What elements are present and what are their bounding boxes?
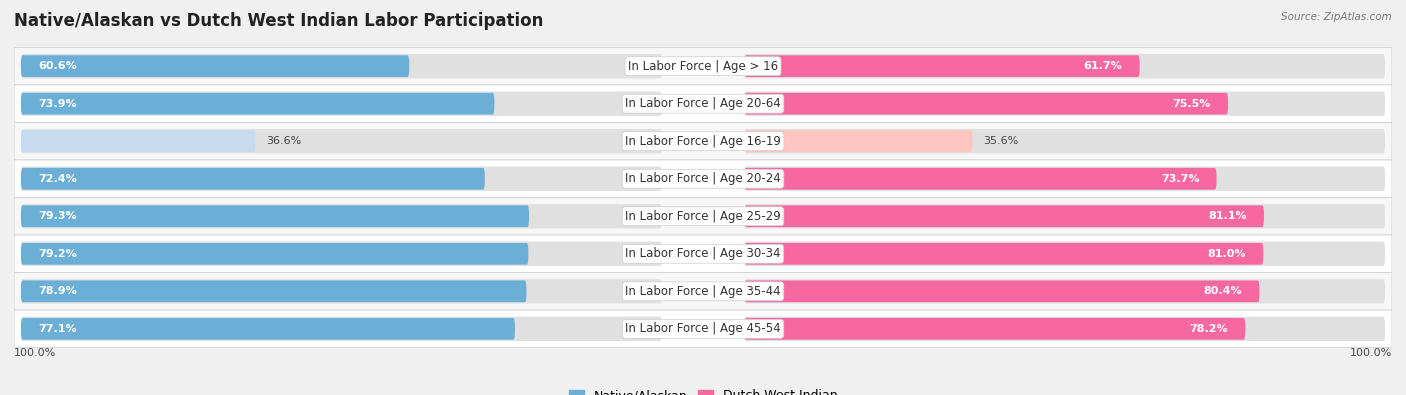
FancyBboxPatch shape bbox=[14, 47, 1392, 85]
FancyBboxPatch shape bbox=[744, 54, 1385, 78]
Text: 35.6%: 35.6% bbox=[983, 136, 1018, 146]
Text: 100.0%: 100.0% bbox=[14, 348, 56, 357]
FancyBboxPatch shape bbox=[14, 198, 1392, 235]
Legend: Native/Alaskan, Dutch West Indian: Native/Alaskan, Dutch West Indian bbox=[564, 384, 842, 395]
Text: Source: ZipAtlas.com: Source: ZipAtlas.com bbox=[1281, 12, 1392, 22]
FancyBboxPatch shape bbox=[744, 279, 1385, 303]
FancyBboxPatch shape bbox=[21, 168, 485, 190]
Text: In Labor Force | Age 35-44: In Labor Force | Age 35-44 bbox=[626, 285, 780, 298]
FancyBboxPatch shape bbox=[744, 55, 1140, 77]
FancyBboxPatch shape bbox=[744, 130, 973, 152]
FancyBboxPatch shape bbox=[21, 129, 662, 153]
FancyBboxPatch shape bbox=[21, 204, 662, 228]
FancyBboxPatch shape bbox=[14, 273, 1392, 310]
Text: 77.1%: 77.1% bbox=[38, 324, 77, 334]
Text: In Labor Force | Age 25-29: In Labor Force | Age 25-29 bbox=[626, 210, 780, 223]
Text: 75.5%: 75.5% bbox=[1173, 99, 1211, 109]
FancyBboxPatch shape bbox=[21, 54, 662, 78]
FancyBboxPatch shape bbox=[744, 243, 1264, 265]
FancyBboxPatch shape bbox=[744, 318, 1246, 340]
FancyBboxPatch shape bbox=[14, 235, 1392, 273]
FancyBboxPatch shape bbox=[21, 279, 662, 303]
FancyBboxPatch shape bbox=[14, 310, 1392, 348]
Text: In Labor Force | Age 20-64: In Labor Force | Age 20-64 bbox=[626, 97, 780, 110]
Text: 78.9%: 78.9% bbox=[38, 286, 77, 296]
FancyBboxPatch shape bbox=[14, 85, 1392, 122]
FancyBboxPatch shape bbox=[21, 55, 409, 77]
Text: 79.3%: 79.3% bbox=[38, 211, 77, 221]
Text: 60.6%: 60.6% bbox=[38, 61, 77, 71]
FancyBboxPatch shape bbox=[14, 122, 1392, 160]
FancyBboxPatch shape bbox=[744, 242, 1385, 266]
FancyBboxPatch shape bbox=[744, 205, 1264, 227]
FancyBboxPatch shape bbox=[21, 280, 526, 302]
Text: In Labor Force | Age > 16: In Labor Force | Age > 16 bbox=[628, 60, 778, 73]
FancyBboxPatch shape bbox=[744, 204, 1385, 228]
FancyBboxPatch shape bbox=[21, 130, 256, 152]
FancyBboxPatch shape bbox=[21, 167, 662, 191]
Text: In Labor Force | Age 45-54: In Labor Force | Age 45-54 bbox=[626, 322, 780, 335]
FancyBboxPatch shape bbox=[744, 129, 1385, 153]
FancyBboxPatch shape bbox=[744, 280, 1260, 302]
FancyBboxPatch shape bbox=[21, 242, 662, 266]
FancyBboxPatch shape bbox=[21, 93, 495, 115]
FancyBboxPatch shape bbox=[744, 167, 1385, 191]
Text: 36.6%: 36.6% bbox=[266, 136, 301, 146]
Text: 79.2%: 79.2% bbox=[38, 249, 77, 259]
Text: 81.0%: 81.0% bbox=[1208, 249, 1246, 259]
Text: 61.7%: 61.7% bbox=[1084, 61, 1122, 71]
Text: 72.4%: 72.4% bbox=[38, 174, 77, 184]
Text: 81.1%: 81.1% bbox=[1208, 211, 1247, 221]
FancyBboxPatch shape bbox=[14, 160, 1392, 198]
Text: In Labor Force | Age 20-24: In Labor Force | Age 20-24 bbox=[626, 172, 780, 185]
Text: 78.2%: 78.2% bbox=[1189, 324, 1229, 334]
FancyBboxPatch shape bbox=[744, 93, 1227, 115]
Text: 80.4%: 80.4% bbox=[1204, 286, 1243, 296]
Text: In Labor Force | Age 30-34: In Labor Force | Age 30-34 bbox=[626, 247, 780, 260]
FancyBboxPatch shape bbox=[744, 168, 1216, 190]
Text: In Labor Force | Age 16-19: In Labor Force | Age 16-19 bbox=[626, 135, 780, 148]
FancyBboxPatch shape bbox=[744, 317, 1385, 341]
FancyBboxPatch shape bbox=[21, 92, 662, 116]
Text: 73.7%: 73.7% bbox=[1161, 174, 1199, 184]
FancyBboxPatch shape bbox=[21, 205, 529, 227]
Text: 73.9%: 73.9% bbox=[38, 99, 77, 109]
FancyBboxPatch shape bbox=[21, 243, 529, 265]
FancyBboxPatch shape bbox=[21, 318, 515, 340]
FancyBboxPatch shape bbox=[744, 92, 1385, 116]
FancyBboxPatch shape bbox=[21, 317, 662, 341]
Text: 100.0%: 100.0% bbox=[1350, 348, 1392, 357]
Text: Native/Alaskan vs Dutch West Indian Labor Participation: Native/Alaskan vs Dutch West Indian Labo… bbox=[14, 12, 544, 30]
